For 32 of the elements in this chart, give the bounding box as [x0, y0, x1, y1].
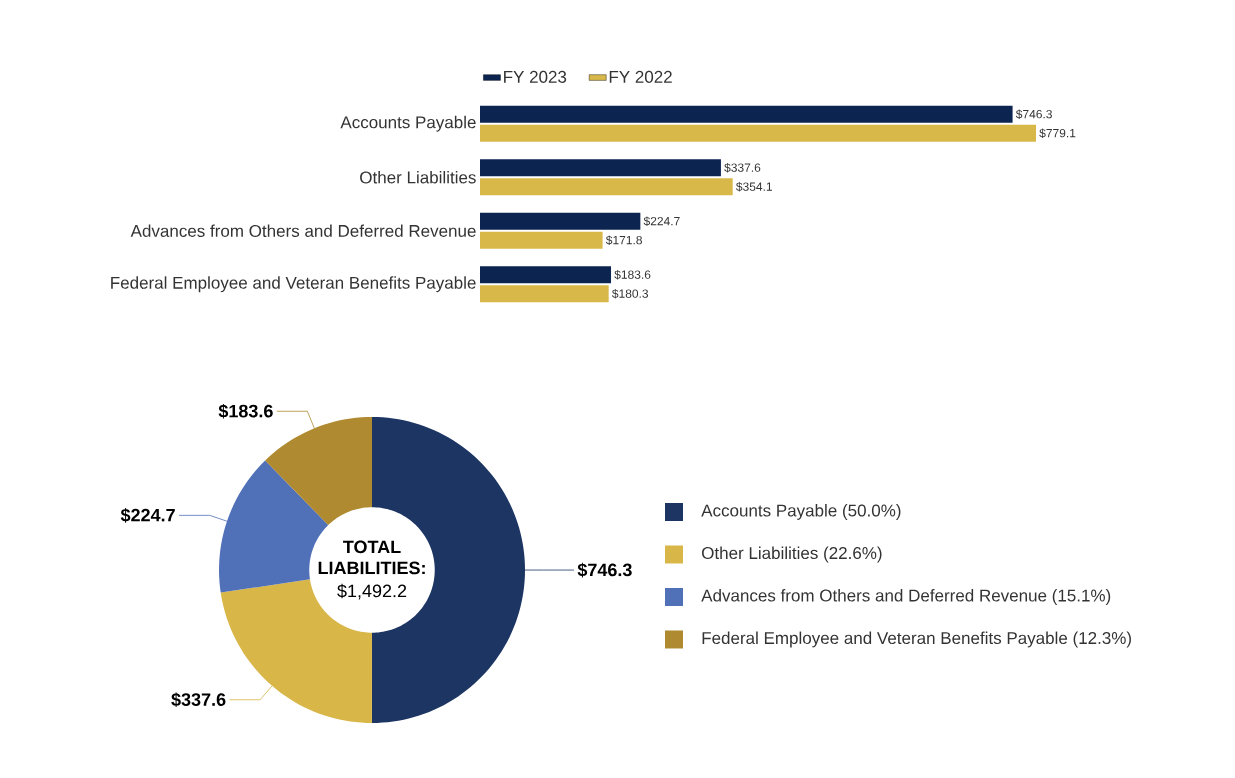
bar: [480, 178, 733, 196]
data-label: $183.6: [218, 403, 273, 419]
legend-label: Accounts Payable (50.0%): [701, 504, 901, 520]
text: $1,492.2: [337, 583, 407, 600]
bar: [480, 285, 609, 303]
data-label: $171.8: [605, 235, 642, 246]
text: TOTAL LIABILITIES:: [318, 540, 425, 575]
bar: [480, 159, 721, 177]
data-label: $746.3: [1015, 109, 1052, 120]
legend-label: Advances from Others and Deferred Revenue (15.1%): [701, 589, 1111, 605]
y-tick-label: Other Liabilities: [360, 171, 476, 184]
data-label: $183.6: [614, 269, 651, 280]
data-label: $354.1: [736, 181, 773, 192]
y-tick-label: Advances from Others and Deferred Revenue: [130, 224, 476, 237]
bar: [480, 124, 1036, 142]
data-label: $337.6: [724, 162, 761, 173]
data-label: $224.7: [643, 216, 680, 227]
bar: [480, 231, 603, 249]
data-label: $337.6: [171, 692, 226, 708]
data-label: $746.3: [577, 562, 632, 578]
bar: [480, 105, 1013, 123]
data-label: $224.7: [120, 507, 175, 523]
y-tick-label: Accounts Payable: [340, 115, 476, 132]
legend-label: Other Liabilities (22.6%): [702, 546, 882, 563]
bar: [480, 266, 612, 284]
data-label: $779.1: [1039, 128, 1076, 139]
y-tick-label: Federal Employee and Veteran Benefits Payable: [111, 276, 476, 293]
bar: [480, 212, 641, 230]
legend-label: FY 2022: [609, 70, 672, 83]
data-label: $180.3: [612, 288, 649, 299]
legend-label: FY 2023: [504, 70, 567, 83]
legend-label: Federal Employee and Veteran Benefits Payable (12.3%): [702, 631, 1131, 648]
